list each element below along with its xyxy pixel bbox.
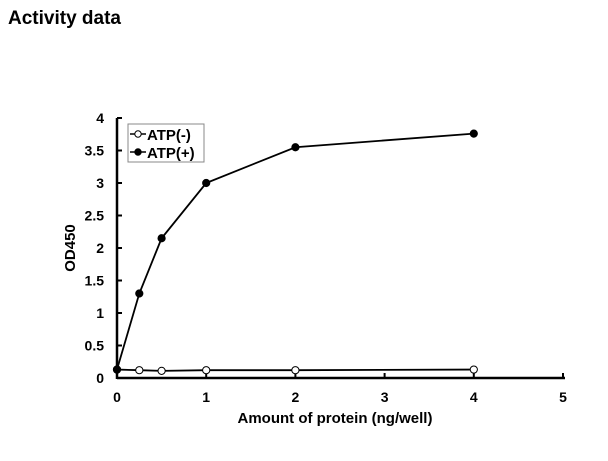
data-point xyxy=(112,365,122,374)
x-tick-label: 4 xyxy=(470,389,478,405)
legend-label: ATP(+) xyxy=(147,145,195,162)
series-line xyxy=(116,132,474,370)
legend-marker xyxy=(134,130,142,138)
y-tick-label: 2 xyxy=(96,240,104,256)
x-tick-label: 1 xyxy=(202,389,210,405)
y-tick-label: 0 xyxy=(96,370,104,386)
x-tick-label: 3 xyxy=(381,389,389,405)
data-point xyxy=(202,178,211,188)
data-point xyxy=(469,365,478,374)
y-tick-label: 4 xyxy=(96,110,104,126)
x-axis-label: Amount of protein (ng/well) xyxy=(238,410,433,427)
data-point xyxy=(135,366,144,375)
legend-marker xyxy=(134,148,142,156)
data-point xyxy=(469,129,478,138)
data-point xyxy=(291,366,300,375)
x-tick-label: 2 xyxy=(292,389,300,405)
y-tick-label: 1.5 xyxy=(85,273,105,289)
data-point xyxy=(291,143,300,152)
y-axis-label: OD450 xyxy=(62,224,79,272)
data-point xyxy=(135,289,144,298)
legend-box xyxy=(127,123,205,163)
x-tick-label: 5 xyxy=(559,389,567,405)
y-tick-label: 3.5 xyxy=(85,143,105,159)
data-point xyxy=(157,234,166,243)
page-title: Activity data xyxy=(8,8,121,29)
y-tick-label: 1 xyxy=(96,305,104,321)
data-point xyxy=(202,366,211,375)
y-tick-label: 2.5 xyxy=(85,208,105,224)
x-tick-label: 0 xyxy=(113,389,121,405)
y-tick-label: 3 xyxy=(96,175,104,191)
legend-label: ATP(-) xyxy=(147,127,191,144)
y-tick-label: 0.5 xyxy=(85,338,105,354)
data-point xyxy=(157,366,166,375)
